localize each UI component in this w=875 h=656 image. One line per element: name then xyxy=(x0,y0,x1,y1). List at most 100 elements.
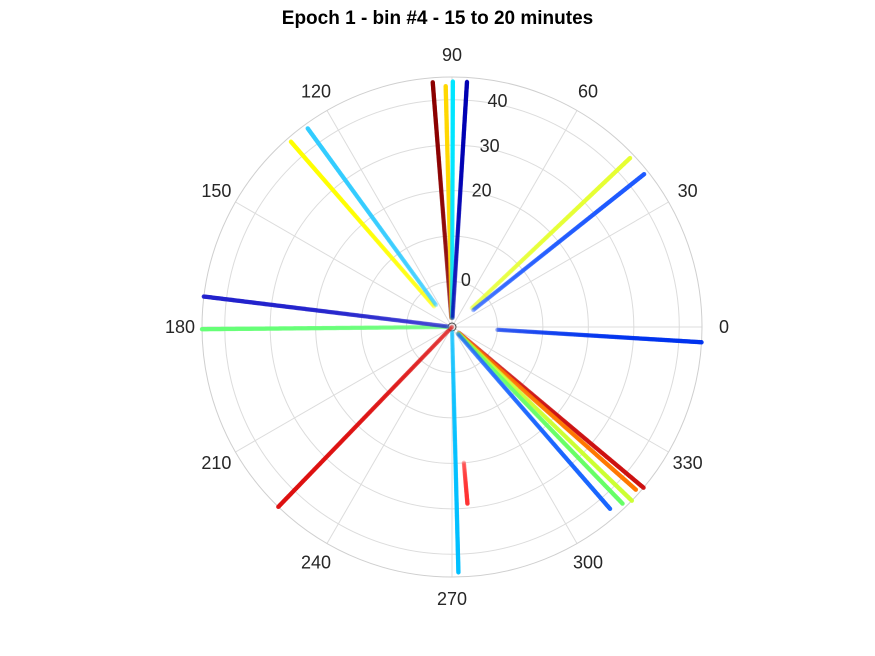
data-point xyxy=(448,307,453,313)
data-point xyxy=(452,280,457,285)
data-point xyxy=(415,320,421,326)
data-point xyxy=(477,356,482,361)
data-point xyxy=(448,304,453,309)
data-point xyxy=(481,299,487,304)
data-point xyxy=(480,300,486,305)
data-point xyxy=(447,289,452,295)
data-point xyxy=(474,301,479,306)
data-point xyxy=(415,325,421,330)
data-point xyxy=(461,461,467,467)
data-point xyxy=(473,349,478,354)
data-point xyxy=(449,329,455,334)
data-point xyxy=(493,283,498,288)
data-point xyxy=(462,336,467,342)
data-point xyxy=(414,283,419,289)
data-point xyxy=(426,349,431,354)
data-point xyxy=(434,322,439,328)
data-point xyxy=(499,327,505,333)
angle-tick-label: 0 xyxy=(719,317,729,337)
data-point xyxy=(448,282,454,288)
data-point xyxy=(429,301,435,307)
data-point xyxy=(489,362,494,368)
data-point xyxy=(451,378,456,383)
data-point xyxy=(428,346,433,352)
data-point xyxy=(412,325,417,330)
data-point xyxy=(487,295,492,300)
data-point xyxy=(496,327,501,333)
data-point xyxy=(445,276,451,281)
data-point xyxy=(482,354,488,359)
data-point xyxy=(402,318,407,324)
data-point xyxy=(464,337,469,342)
data-point xyxy=(497,286,503,291)
data-point xyxy=(449,299,454,305)
data-point xyxy=(477,348,483,353)
data-point xyxy=(462,336,467,341)
data-point xyxy=(448,286,454,291)
data-point xyxy=(450,314,455,319)
data-point xyxy=(465,337,470,343)
angle-tick-label: 60 xyxy=(578,81,598,101)
data-point xyxy=(471,344,477,349)
data-point xyxy=(410,270,415,275)
data-point xyxy=(522,329,527,334)
data-point xyxy=(450,312,455,317)
data-point xyxy=(496,364,502,369)
data-point xyxy=(493,290,498,295)
data-point xyxy=(476,347,482,352)
data-point xyxy=(459,333,464,338)
data-point xyxy=(492,290,497,296)
data-point xyxy=(477,353,482,358)
data-point xyxy=(402,270,408,276)
data-point xyxy=(492,365,497,371)
data-point xyxy=(475,350,481,355)
data-point xyxy=(414,320,420,325)
data-point xyxy=(491,284,497,290)
data-point xyxy=(451,373,456,379)
data-point xyxy=(451,379,456,384)
data-point xyxy=(481,352,486,358)
data-point xyxy=(449,281,455,287)
series-2 xyxy=(449,79,456,321)
data-point xyxy=(489,287,494,292)
angle-tick-label: 300 xyxy=(573,553,603,573)
series-8 xyxy=(456,330,639,492)
data-point xyxy=(448,302,453,307)
radius-tick-label: 0 xyxy=(461,270,471,290)
data-point xyxy=(449,292,455,298)
data-point xyxy=(479,353,484,358)
data-point xyxy=(453,264,458,270)
data-point xyxy=(419,355,425,361)
data-point xyxy=(475,346,481,352)
data-point xyxy=(432,300,437,306)
data-point xyxy=(471,349,476,355)
data-point xyxy=(493,367,499,372)
data-point xyxy=(449,304,454,309)
data-point xyxy=(450,347,455,352)
data-point xyxy=(428,295,433,300)
data-point xyxy=(449,303,454,308)
data-point xyxy=(449,289,455,294)
data-point xyxy=(499,285,504,290)
data-point xyxy=(448,263,453,268)
data-point xyxy=(460,335,465,340)
data-point xyxy=(467,345,473,350)
data-point xyxy=(403,319,408,324)
data-point xyxy=(490,366,495,371)
data-point xyxy=(420,291,426,296)
data-point xyxy=(444,324,449,330)
data-point xyxy=(450,308,456,314)
angle-tick-label: 150 xyxy=(201,181,231,201)
data-point xyxy=(449,287,455,292)
data-point xyxy=(427,293,432,298)
data-point xyxy=(487,367,492,373)
data-point xyxy=(449,312,454,317)
data-point xyxy=(406,319,412,324)
data-point xyxy=(444,263,450,269)
data-point xyxy=(488,293,494,299)
data-point xyxy=(423,288,428,293)
data-point xyxy=(414,325,419,330)
data-point xyxy=(485,359,491,364)
data-point xyxy=(473,347,478,353)
